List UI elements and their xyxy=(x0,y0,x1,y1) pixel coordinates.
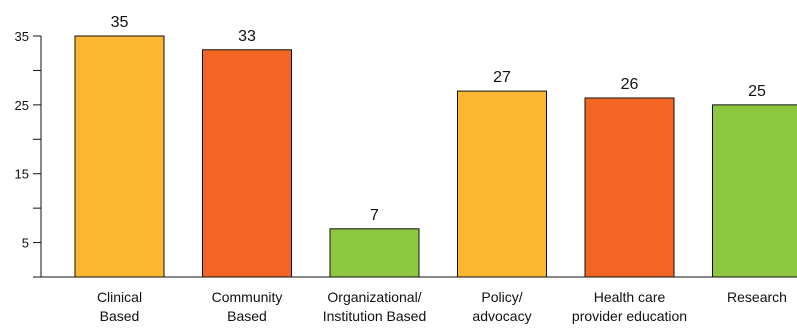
bar xyxy=(584,97,675,278)
category-label: Policy/ xyxy=(481,289,522,305)
bar-value-label: 35 xyxy=(111,14,129,31)
category-label: advocacy xyxy=(472,308,531,324)
data-labels: 35 33 7 27 26 25 xyxy=(111,14,766,224)
category-label: Institution Based xyxy=(323,308,427,324)
category-label: Clinical xyxy=(97,289,142,305)
bar xyxy=(202,49,292,278)
y-tick-label: 25 xyxy=(15,98,29,113)
y-tick-label: 15 xyxy=(15,167,29,182)
bar-value-label: 33 xyxy=(238,28,256,45)
category-label: Community xyxy=(212,289,283,305)
bar xyxy=(329,228,420,278)
bar xyxy=(74,35,165,278)
category-label: Health care xyxy=(594,289,666,305)
bar xyxy=(712,104,797,278)
bar-value-label: 7 xyxy=(370,207,379,224)
bar-value-label: 27 xyxy=(493,69,511,86)
bar-value-label: 25 xyxy=(748,83,766,100)
category-label: Research xyxy=(727,289,787,305)
bar-value-label: 26 xyxy=(621,76,639,93)
bars xyxy=(74,35,797,278)
y-axis: 5 15 25 35 xyxy=(15,29,42,278)
y-tick-label: 5 xyxy=(22,236,29,251)
category-label: Based xyxy=(227,308,267,324)
y-tick-label: 35 xyxy=(15,29,29,44)
x-axis: Clinical Based Community Based Organizationa… xyxy=(41,276,797,324)
category-label: Based xyxy=(100,308,140,324)
category-label: Organizational/ xyxy=(327,289,421,305)
bar xyxy=(457,90,547,278)
category-label: provider education xyxy=(572,308,687,324)
